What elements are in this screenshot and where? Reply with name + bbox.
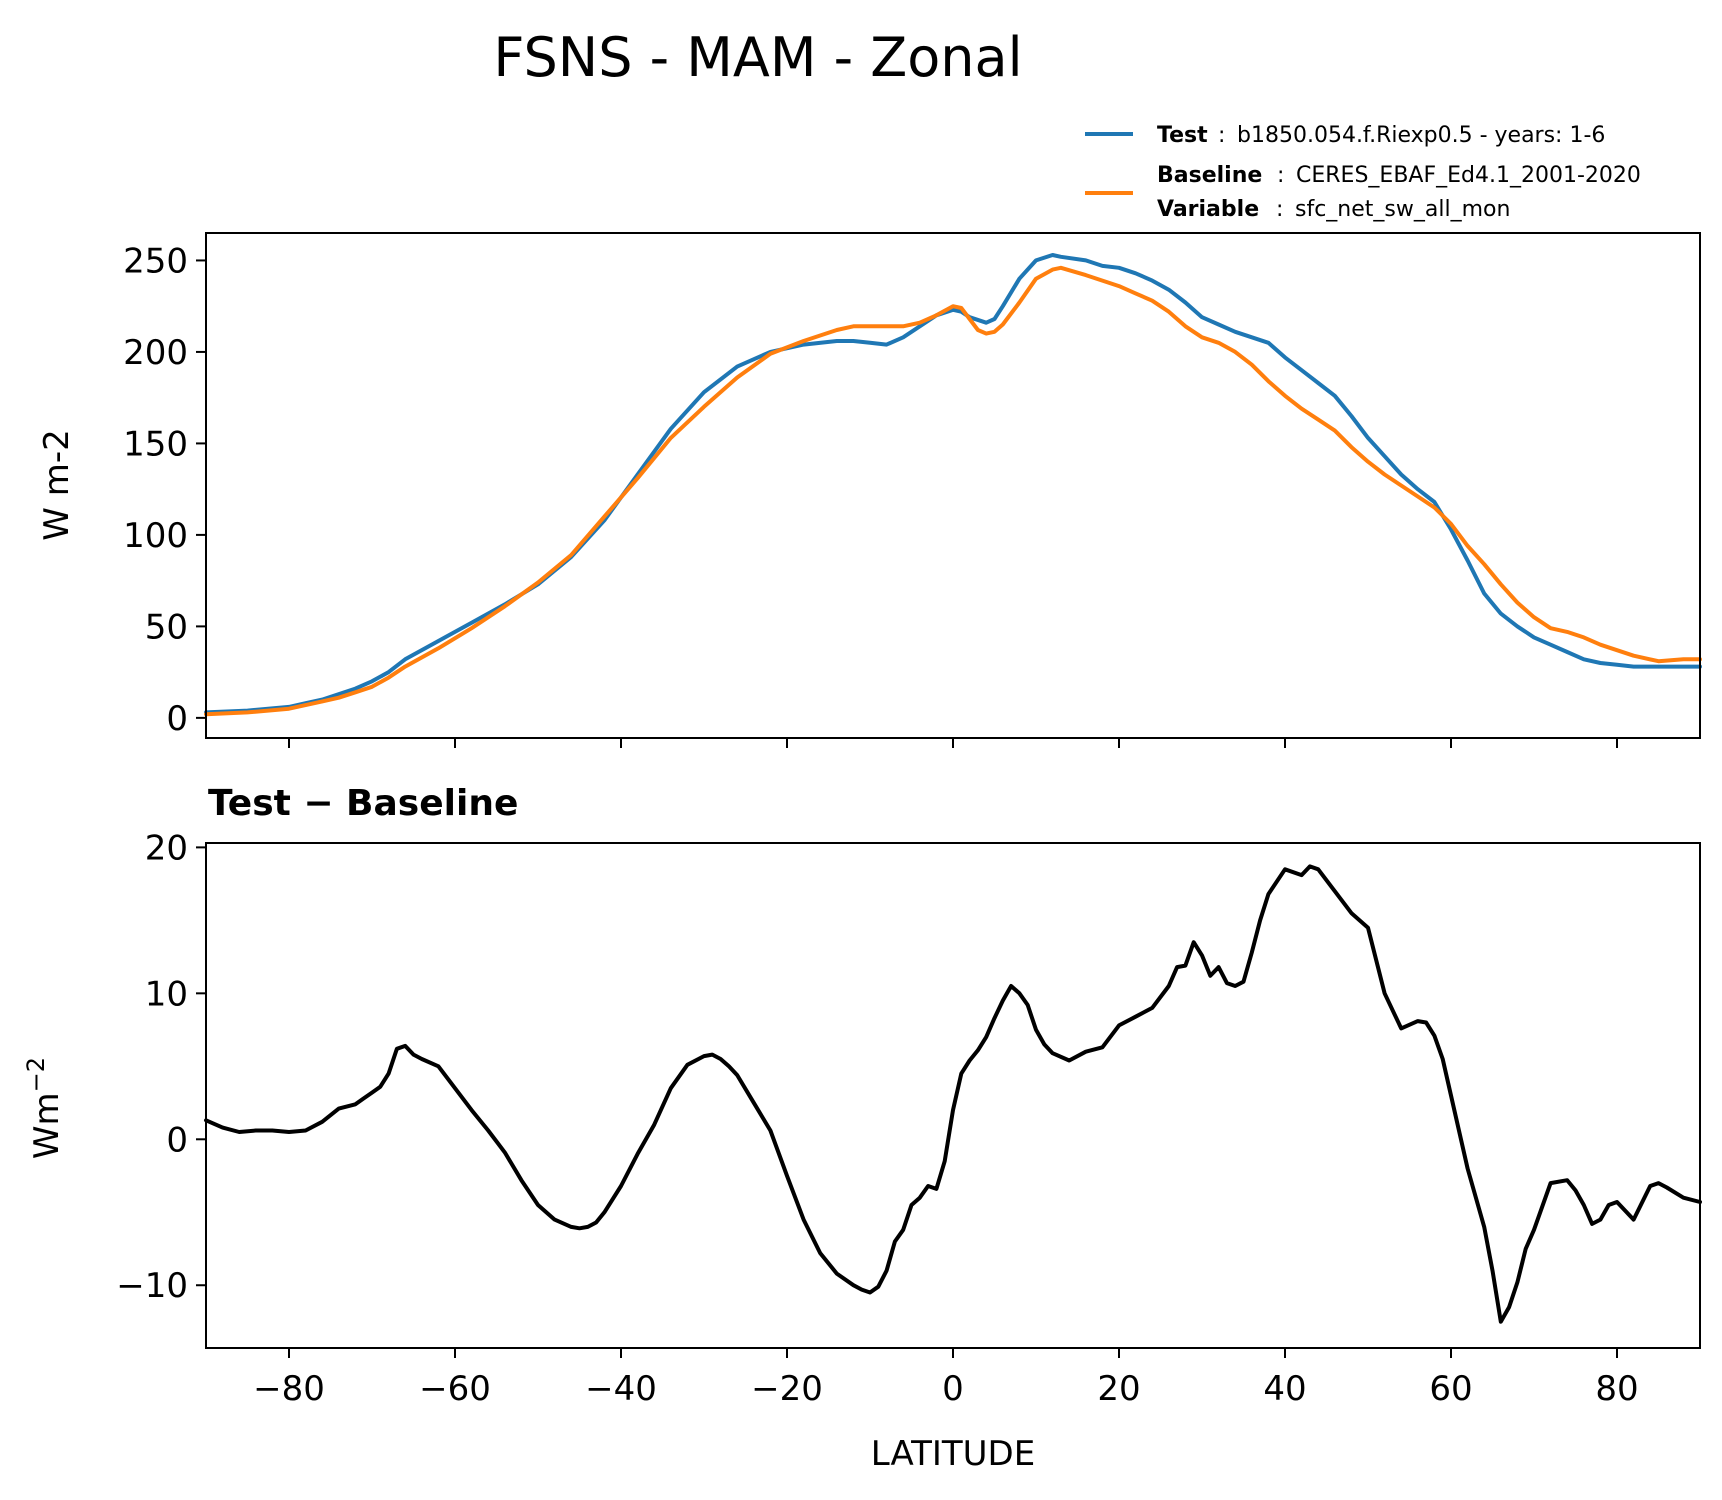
diff-panel-title: Test − Baseline — [208, 783, 518, 824]
top-series-line-0 — [204, 253, 1702, 715]
legend-baseline-sep: : — [1277, 163, 1284, 188]
bottom-yticks: −10 0 10 20 — [116, 828, 206, 1306]
bottom-xtick-label: −60 — [419, 1369, 491, 1409]
bottom-plot-frame — [205, 842, 1701, 1349]
legend-variable-bold: Variable — [1157, 197, 1259, 222]
bottom-xtick-label: −40 — [585, 1369, 657, 1409]
legend-baseline-bold: Baseline — [1157, 163, 1262, 188]
bottom-xtick-label: 40 — [1263, 1369, 1306, 1409]
top-ytick-label: 200 — [123, 333, 188, 373]
bottom-series-line-0 — [204, 864, 1702, 1324]
top-ytick-label: 50 — [145, 607, 188, 647]
legend-test-text: b1850.054.f.Riexp0.5 - years: 1-6 — [1237, 123, 1605, 148]
bottom-series-group — [204, 864, 1702, 1324]
bottom-xtick-label: −80 — [253, 1369, 325, 1409]
top-ytick-label: 250 — [123, 241, 188, 281]
top-ytick-label: 150 — [123, 424, 188, 464]
legend-variable-text: sfc_net_sw_all_mon — [1295, 197, 1510, 222]
bottom-panel: Test − Baseline −10 0 10 20 −80 −60 −40 −20 0 20… — [22, 783, 1702, 1474]
bottom-ytick-label: 10 — [145, 974, 188, 1014]
bottom-xtick-label: 20 — [1097, 1369, 1140, 1409]
bottom-ytick-label: −10 — [116, 1266, 188, 1306]
bottom-xtick-label: −20 — [751, 1369, 823, 1409]
legend: Test : b1850.054.f.Riexp0.5 - years: 1-6… — [1085, 123, 1641, 222]
legend-variable-sep: : — [1276, 197, 1283, 222]
top-ytick-label: 0 — [166, 699, 188, 739]
bottom-y-axis-label-sup: −2 — [22, 1057, 50, 1092]
bottom-xticks: −80 −60 −40 −20 0 20 40 60 80 — [253, 1348, 1639, 1409]
top-yticks: 0 50 100 150 200 250 — [123, 241, 206, 739]
top-xticks — [288, 738, 1618, 748]
bottom-y-axis-label-main: Wm — [27, 1092, 67, 1159]
legend-baseline-text: CERES_EBAF_Ed4.1_2001-2020 — [1296, 163, 1641, 188]
bottom-ytick-label: 0 — [166, 1120, 188, 1160]
top-series-group — [204, 253, 1702, 717]
bottom-xtick-label: 0 — [942, 1369, 964, 1409]
top-ytick-label: 100 — [123, 516, 188, 556]
top-y-axis-label: W m-2 — [37, 429, 77, 540]
legend-test-sep: : — [1218, 123, 1225, 148]
figure-title: FSNS - MAM - Zonal — [493, 26, 1022, 89]
bottom-ytick-label: 20 — [145, 828, 188, 868]
bottom-y-axis-label: Wm−2 — [22, 1057, 67, 1159]
top-series-line-1 — [204, 265, 1702, 717]
top-panel: 0 50 100 150 200 250 W m-2 — [37, 232, 1702, 748]
bottom-x-axis-label: LATITUDE — [871, 1434, 1035, 1474]
legend-test-bold: Test — [1157, 123, 1208, 148]
bottom-xtick-label: 80 — [1595, 1369, 1638, 1409]
bottom-xtick-label: 60 — [1429, 1369, 1472, 1409]
